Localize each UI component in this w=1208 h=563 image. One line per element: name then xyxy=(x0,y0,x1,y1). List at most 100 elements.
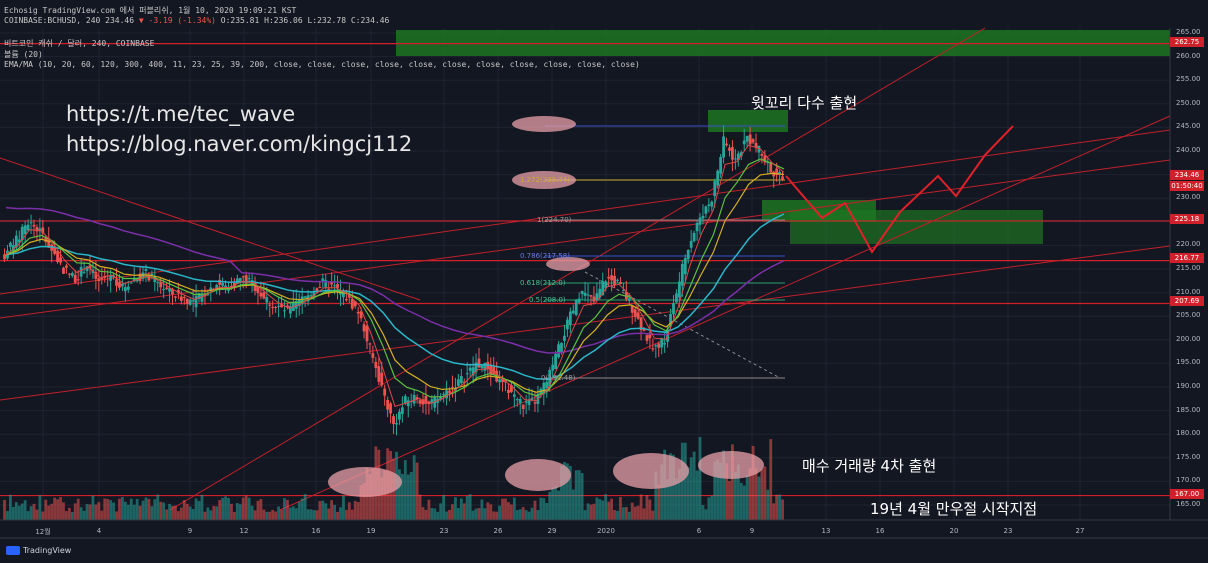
volume-bar xyxy=(657,484,661,520)
candle-body xyxy=(100,278,104,280)
legend-ema[interactable]: EMA/MA (10, 20, 60, 120, 300, 400, 11, 2… xyxy=(4,60,640,69)
volume-bar xyxy=(79,507,83,520)
volume-bar xyxy=(147,498,151,520)
volume-bar xyxy=(115,511,118,520)
candle-body xyxy=(722,136,725,158)
candle-body xyxy=(554,353,558,370)
candle-body xyxy=(713,181,717,197)
legend-symbol[interactable]: 비트코인 캐쉬 / 달러, 240, COINBASE xyxy=(4,39,155,48)
volume-bar xyxy=(563,462,566,520)
volume-bar xyxy=(194,498,198,520)
volume-bar xyxy=(439,503,443,520)
volume-bar xyxy=(106,499,110,520)
volume-bar xyxy=(510,504,513,520)
volume-bar xyxy=(424,509,428,520)
candle-body xyxy=(607,276,611,279)
candle-body xyxy=(442,393,446,395)
x-tick-label: 12월 xyxy=(35,528,51,536)
volume-bar xyxy=(480,499,484,520)
symbol-line: COINBASE:BCHUSD, 240 234.46 ▼ -3.19 (-1.… xyxy=(4,16,389,25)
candle-body xyxy=(530,398,534,400)
volume-bar xyxy=(613,510,616,520)
candle-body xyxy=(62,267,65,274)
candle-body xyxy=(557,344,560,358)
candle-body xyxy=(412,394,416,404)
candle-body xyxy=(283,310,286,312)
candle-body xyxy=(507,389,510,394)
volume-bar xyxy=(206,507,210,520)
candle-body xyxy=(41,227,45,234)
candle-body xyxy=(17,239,21,243)
candle-body xyxy=(126,286,130,290)
volume-bar xyxy=(41,511,45,520)
volume-bar xyxy=(197,500,201,520)
candle-body xyxy=(32,224,36,227)
candle-body xyxy=(769,162,773,173)
candle-body xyxy=(176,290,180,293)
volume-bar xyxy=(742,485,746,520)
volume-bar xyxy=(274,511,278,520)
volume-bar xyxy=(542,498,546,520)
volume-bar xyxy=(745,475,749,520)
candle-body xyxy=(645,335,649,341)
candle-body xyxy=(648,332,652,339)
candle-body xyxy=(85,266,89,272)
volume-bar xyxy=(218,499,222,520)
candle-body xyxy=(710,201,714,207)
volume-bar xyxy=(126,504,130,520)
annotation-volume: 매수 거래량 4차 출현 xyxy=(802,457,937,475)
volume-bar xyxy=(336,511,339,520)
ohlc-values: O:235.81 H:236.06 L:232.78 C:234.46 xyxy=(220,16,390,25)
candle-body xyxy=(398,411,401,420)
volume-bar xyxy=(675,478,678,520)
candle-body xyxy=(179,296,183,301)
candle-body xyxy=(123,287,127,292)
volume-bar xyxy=(238,504,242,520)
volume-bar xyxy=(103,498,107,520)
volume-bar xyxy=(689,457,693,520)
volume-bar xyxy=(445,511,448,520)
candle-body xyxy=(775,168,779,175)
volume-bar xyxy=(35,509,39,520)
volume-bar xyxy=(468,494,472,520)
volume-bar xyxy=(203,511,207,520)
candle-body xyxy=(613,275,616,286)
volume-bar xyxy=(200,494,204,520)
volume-bar xyxy=(277,506,280,520)
candle-body xyxy=(356,311,360,314)
volume-bar xyxy=(312,510,316,520)
fib-label-0: 0(191.48) xyxy=(541,374,576,382)
legend-volume[interactable]: 볼륨 (20) xyxy=(4,50,43,59)
candle-body xyxy=(683,258,687,275)
candle-body xyxy=(271,306,275,308)
volume-bar xyxy=(548,491,552,520)
candle-body xyxy=(654,345,658,347)
candle-body xyxy=(386,400,390,410)
candle-body xyxy=(760,154,764,156)
symbol: COINBASE:BCHUSD, 240 xyxy=(4,16,101,25)
volume-bar xyxy=(459,498,463,520)
candle-body xyxy=(527,399,531,405)
volume-bar xyxy=(356,502,360,520)
volume-bar xyxy=(244,495,248,520)
candle-body xyxy=(400,407,404,414)
candle-body xyxy=(657,343,661,348)
tradingview-logo[interactable]: TradingView xyxy=(6,546,71,555)
volume-bar xyxy=(448,509,451,520)
volume-bar xyxy=(666,479,669,520)
volume-bar xyxy=(430,507,434,520)
candle-body xyxy=(392,416,395,425)
volume-bar xyxy=(20,503,24,520)
volume-bar xyxy=(153,499,157,520)
ma-yellow-line xyxy=(5,172,785,393)
candle-body xyxy=(182,297,186,299)
volume-bar xyxy=(271,509,275,520)
volume-bar xyxy=(303,494,307,520)
candle-body xyxy=(50,244,54,251)
candle-body xyxy=(76,279,80,281)
volume-bar xyxy=(692,451,696,520)
candle-body xyxy=(253,281,257,291)
volume-bar xyxy=(347,502,351,520)
